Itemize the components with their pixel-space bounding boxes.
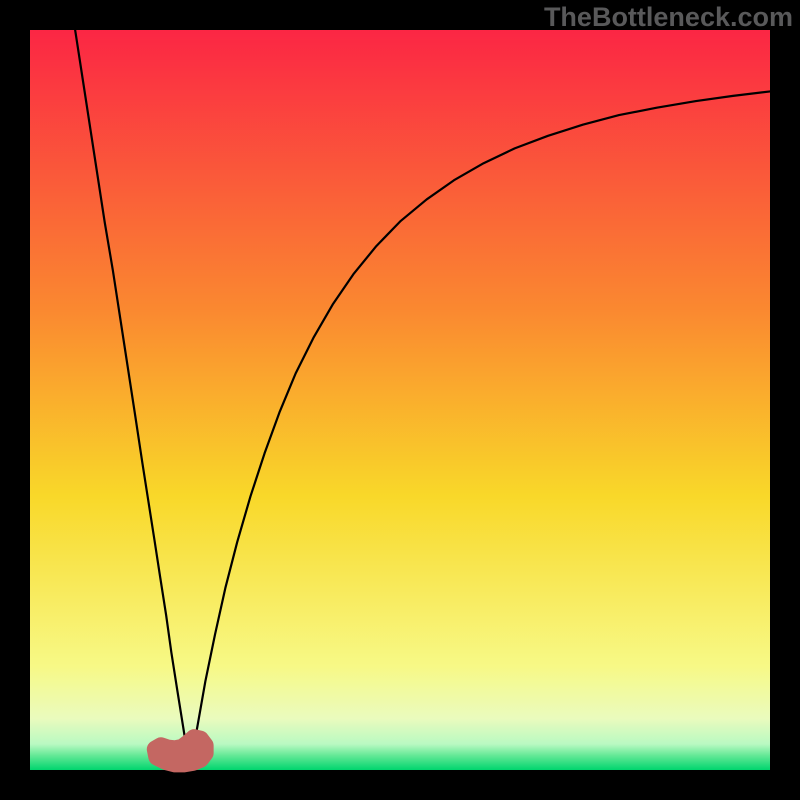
chart-frame: TheBottleneck.com	[0, 0, 800, 800]
watermark-text: TheBottleneck.com	[544, 2, 793, 33]
plot-background	[30, 30, 770, 770]
optimal-range-marker	[156, 738, 205, 763]
chart-svg	[0, 0, 800, 800]
